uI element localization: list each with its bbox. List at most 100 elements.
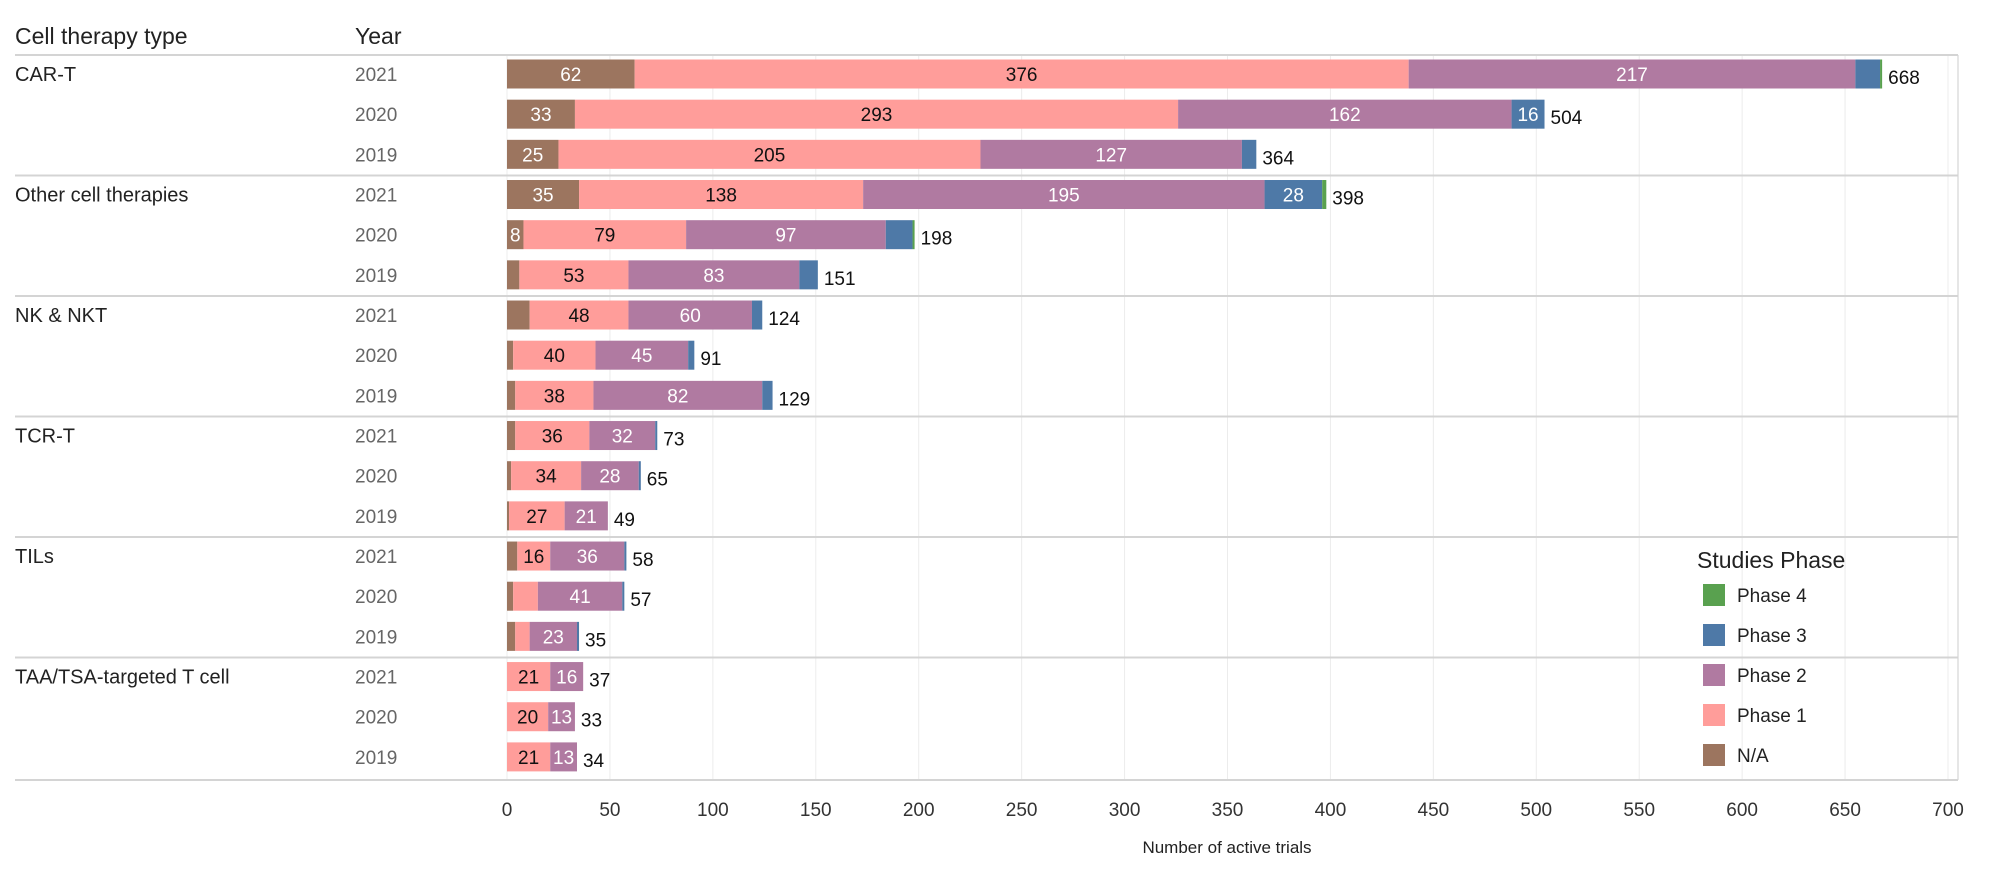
total-data-label: 198	[921, 229, 953, 250]
bar-row: 2019 27 21 49	[355, 501, 635, 531]
bar-segment-phase-2	[550, 541, 625, 571]
legend-item-label: Phase 2	[1737, 666, 1807, 687]
bar-segment-phase-1	[507, 662, 551, 692]
year-label: 2019	[355, 266, 397, 287]
year-label: 2019	[355, 507, 397, 528]
bar-segment-phase-3	[655, 421, 658, 451]
bar-segment-n-a	[507, 421, 516, 451]
x-tick-label: 700	[1932, 800, 1964, 821]
segment-data-label: 16	[523, 547, 544, 568]
bar-segment-phase-1	[519, 260, 629, 290]
segment-data-label: 79	[594, 226, 615, 247]
cell-therapy-type-label: TILs	[15, 546, 54, 568]
total-data-label: 504	[1551, 108, 1583, 129]
bar-segment-phase-3	[1855, 59, 1881, 89]
bar-segment-phase-2	[548, 702, 575, 732]
x-tick-label: 500	[1520, 800, 1552, 821]
bar-row: 2020 8 79 97 198	[355, 220, 952, 250]
legend-swatch	[1703, 624, 1725, 646]
year-label: 2021	[355, 668, 397, 689]
segment-data-label: 138	[705, 186, 737, 207]
year-label: 2020	[355, 346, 397, 367]
total-data-label: 33	[581, 711, 602, 732]
total-data-label: 151	[824, 269, 856, 290]
segment-data-label: 20	[517, 708, 538, 729]
legend-swatch	[1703, 664, 1725, 686]
total-data-label: 73	[663, 430, 684, 451]
bar-row: 2020 33 293 162 16 504	[355, 99, 1583, 129]
cell-therapy-type-label: CAR-T	[15, 64, 76, 86]
total-data-label: 364	[1262, 148, 1294, 169]
bar-segment-phase-2	[593, 380, 763, 410]
segment-data-label: 23	[543, 627, 564, 648]
year-label: 2021	[355, 186, 397, 207]
year-label: 2021	[355, 306, 397, 327]
segment-data-label: 32	[612, 427, 633, 448]
total-data-label: 58	[632, 550, 653, 571]
x-tick-label: 550	[1623, 800, 1655, 821]
bar-segment-phase-1	[517, 541, 551, 571]
bar-segment-n-a	[507, 501, 510, 531]
total-data-label: 49	[614, 510, 635, 531]
legend-title: Studies Phase	[1697, 547, 1845, 573]
segment-data-label: 127	[1095, 145, 1127, 166]
bar-segment-phase-4	[912, 220, 915, 250]
bar-segment-phase-2	[537, 581, 623, 611]
cell-therapy-type-label: TCR-T	[15, 426, 75, 448]
segment-data-label: 36	[577, 547, 598, 568]
segment-data-label: 16	[1517, 105, 1538, 126]
segment-data-label: 97	[775, 226, 796, 247]
bar-segment-n-a	[507, 180, 580, 210]
legend-item-label: N/A	[1737, 746, 1769, 767]
year-label: 2019	[355, 627, 397, 648]
bar-segment-phase-2	[529, 621, 577, 651]
segment-data-label: 25	[522, 145, 543, 166]
legend-item-label: Phase 4	[1737, 586, 1807, 607]
year-label: 2020	[355, 226, 397, 247]
bar-segment-phase-2	[589, 421, 656, 451]
bar-segment-phase-1	[523, 220, 687, 250]
year-label: 2021	[355, 547, 397, 568]
bar-segment-phase-2	[550, 742, 577, 772]
bar-segment-phase-1	[529, 300, 629, 330]
total-data-label: 35	[585, 630, 606, 651]
x-tick-label: 350	[1212, 800, 1244, 821]
segment-data-label: 21	[518, 668, 539, 689]
total-data-label: 124	[768, 309, 800, 330]
legend-item-label: Phase 1	[1737, 706, 1807, 727]
bar-segment-n-a	[507, 461, 512, 491]
x-axis-label: Number of active trials	[1142, 838, 1311, 857]
bar-row: 2021 62 376 217 668	[355, 59, 1920, 89]
bar-segment-phase-2	[628, 300, 752, 330]
x-tick-label: 250	[1006, 800, 1038, 821]
segment-data-label: 217	[1616, 65, 1648, 86]
segment-data-label: 36	[542, 427, 563, 448]
bar-row: 2020 34 28 65	[355, 461, 668, 491]
bar-segment-phase-1	[507, 702, 549, 732]
bar-segment-phase-2	[550, 662, 584, 692]
total-data-label: 57	[630, 590, 651, 611]
bar-segment-phase-3	[751, 300, 763, 330]
bar-segment-n-a	[507, 340, 514, 370]
bar-segment-phase-2	[595, 340, 689, 370]
bar-segment-phase-3	[885, 220, 913, 250]
segment-data-label: 48	[568, 306, 589, 327]
bar-row: 2019 38 82 129	[355, 380, 810, 410]
bar-segment-phase-2	[1408, 59, 1856, 89]
bar-segment-phase-3	[1264, 180, 1323, 210]
segment-data-label: 45	[631, 346, 652, 367]
segment-data-label: 28	[1283, 186, 1304, 207]
cell-therapy-type-label: Other cell therapies	[15, 185, 188, 207]
bar-row: 2021 36 32 73	[355, 421, 684, 451]
bar-segment-phase-1	[515, 421, 590, 451]
segment-data-label: 8	[510, 226, 521, 247]
bar-row: 2020 20 13 33	[355, 702, 602, 732]
legend-swatch	[1703, 584, 1725, 606]
segment-data-label: 293	[861, 105, 893, 126]
bar-segment-phase-2	[564, 501, 608, 531]
bar-row: 2021 35 138 195 28 398	[355, 180, 1364, 210]
bar-segment-n-a	[507, 59, 635, 89]
column-header-year: Year	[355, 23, 402, 49]
